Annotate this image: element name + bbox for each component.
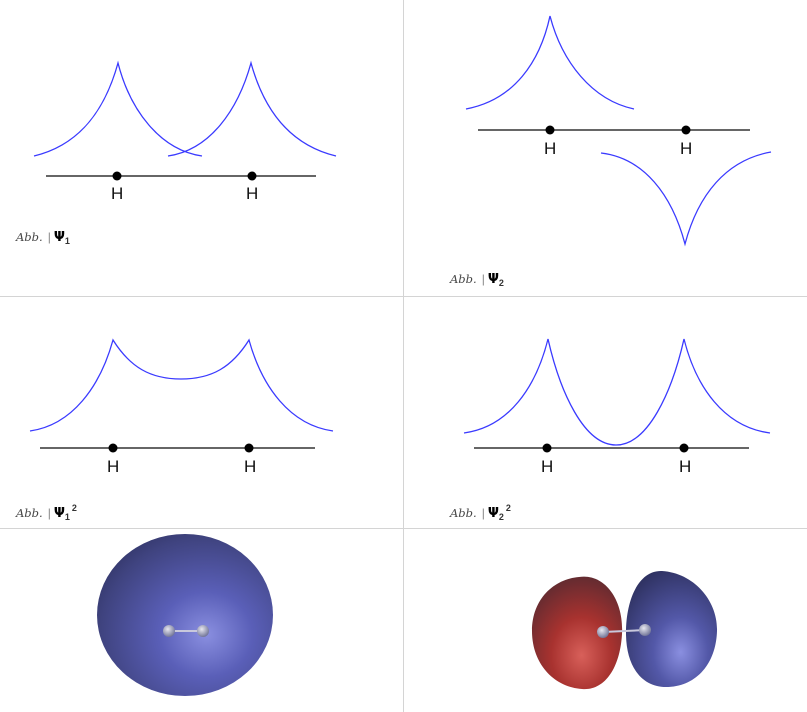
panel-orbital-antibonding — [404, 529, 807, 712]
caption-separator: | — [481, 506, 485, 520]
caption-separator: | — [47, 506, 51, 520]
orbital-bonding-render — [97, 534, 273, 696]
caption-psi: Ψ — [53, 230, 65, 245]
psi2sq-caption: Abb. | Ψ22 — [450, 503, 511, 522]
caption-subscript: 2 — [498, 512, 504, 522]
psi2-caption: Abb. | Ψ2 — [450, 272, 504, 288]
psi2-label-h-right: H — [680, 139, 692, 158]
bonding-atom-right — [197, 625, 209, 637]
psi1sq-nucleus-right — [244, 443, 254, 453]
caption-psi: Ψ — [487, 272, 499, 287]
psi1sq-label-h-right: H — [244, 457, 256, 476]
psi1-nucleus-right — [247, 171, 257, 181]
caption-superscript: 2 — [71, 503, 77, 513]
psi1-caption: Abb. | Ψ1 — [16, 230, 70, 246]
psi1-curve-right — [167, 60, 337, 157]
antibonding-atom-left — [597, 626, 609, 638]
panel-psi2-squared: H H Abb. | Ψ22 — [404, 297, 807, 528]
caption-psi: Ψ — [53, 506, 65, 521]
psi1sq-caption: Abb. | Ψ12 — [16, 503, 77, 522]
caption-subscript: 1 — [64, 512, 70, 522]
orbital-antibonding-render — [532, 570, 718, 690]
psi2sq-diagram: H H — [463, 338, 771, 476]
psi1-diagram: H H — [33, 60, 337, 203]
psi2-label-h-left: H — [544, 139, 556, 158]
psi1-label-h-left: H — [111, 184, 123, 203]
psi1sq-nucleus-left — [108, 443, 118, 453]
panel-psi1-squared: H H Abb. | Ψ12 — [0, 297, 403, 528]
psi2sq-curve — [463, 338, 771, 446]
caption-abb: Abb. — [16, 230, 43, 244]
psi2sq-label-h-right: H — [679, 457, 691, 476]
psi2-nucleus-left — [545, 125, 555, 135]
panel-psi2: H H Abb. | Ψ2 — [404, 0, 807, 296]
grid-divider-row-2 — [0, 528, 807, 529]
antibonding-bond — [602, 629, 647, 633]
panel-orbital-bonding — [0, 529, 403, 712]
antibonding-lobe-blue — [626, 570, 718, 687]
caption-psi: Ψ — [487, 506, 499, 521]
caption-subscript: 1 — [64, 236, 70, 246]
caption-abb: Abb. — [16, 506, 43, 520]
psi2sq-label-h-left: H — [541, 457, 553, 476]
psi2sq-nucleus-right — [679, 443, 689, 453]
grid-divider-row-1 — [0, 296, 807, 297]
psi1-label-h-right: H — [246, 184, 258, 203]
caption-separator: | — [481, 272, 485, 286]
caption-subscript: 2 — [498, 278, 504, 288]
psi1sq-label-h-left: H — [107, 457, 119, 476]
psi1sq-diagram: H H — [29, 338, 334, 476]
caption-superscript: 2 — [505, 503, 511, 513]
caption-separator: | — [47, 230, 51, 244]
psi2sq-nucleus-left — [542, 443, 552, 453]
antibonding-lobe-red — [532, 576, 623, 690]
psi2-nucleus-right — [681, 125, 691, 135]
psi1-nucleus-left — [112, 171, 122, 181]
psi1-curve-left — [33, 60, 203, 157]
psi2-curve-negative — [600, 151, 772, 247]
psi2-curve-positive — [465, 15, 635, 110]
caption-abb: Abb. — [450, 272, 477, 286]
psi2-diagram: H H — [465, 15, 772, 247]
bonding-orbital-lobe — [97, 534, 273, 696]
grid-divider-vertical — [403, 0, 404, 712]
psi1sq-curve — [29, 338, 334, 432]
caption-abb: Abb. — [450, 506, 477, 520]
bonding-atom-left — [163, 625, 175, 637]
panel-psi1: H H Abb. | Ψ1 — [0, 0, 403, 296]
antibonding-atom-right — [639, 624, 651, 636]
